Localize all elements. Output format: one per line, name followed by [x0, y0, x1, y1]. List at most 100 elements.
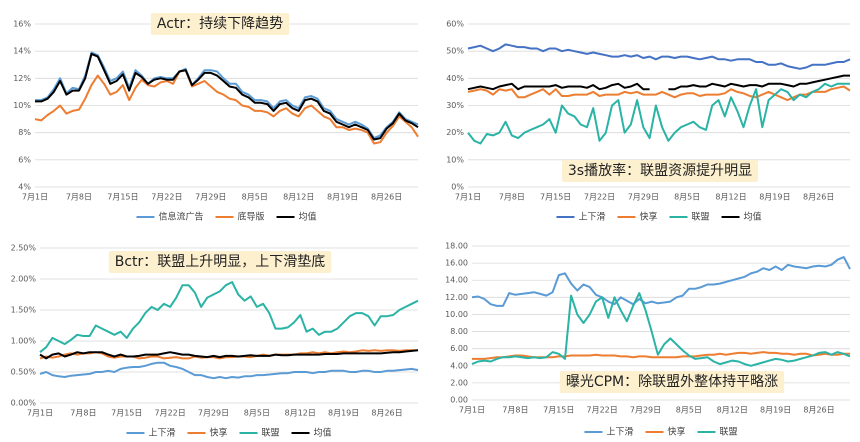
- y-tick-label: 1.50%: [11, 306, 37, 315]
- x-tick-label: 8月12日: [285, 409, 316, 418]
- chart-title: 曝光CPM：除联盟外整体持平略涨: [566, 374, 778, 390]
- x-tick-label: 8月5日: [242, 193, 268, 202]
- legend-label: 均值: [744, 211, 762, 223]
- y-tick-label: 16.00: [445, 259, 468, 268]
- series-line: [39, 281, 419, 353]
- y-tick-label: 30%: [446, 101, 464, 110]
- series-line: [467, 43, 851, 70]
- x-tick-label: 8月12日: [283, 193, 314, 202]
- x-tick-label: 7月1日: [22, 193, 48, 202]
- x-tick-label: 7月22日: [586, 406, 617, 415]
- x-tick-label: 8月26日: [803, 406, 834, 415]
- x-tick-label: 8月26日: [371, 409, 402, 418]
- legend-label: 底导版: [237, 211, 264, 223]
- y-tick-label: 2.00: [450, 378, 468, 387]
- y-tick-label: 0%: [451, 183, 464, 192]
- chart-title: 3s播放率：联盟资源提升明显: [568, 162, 752, 179]
- y-tick-label: 18.00: [445, 242, 468, 251]
- x-tick-label: 7月8日: [66, 193, 92, 202]
- chart-title: Bctr：联盟上升明显，上下滑垫底: [115, 253, 326, 270]
- x-tick-label: 8月5日: [244, 409, 270, 418]
- x-tick-label: 8月5日: [674, 193, 700, 202]
- legend-label: 均值: [299, 211, 317, 223]
- x-tick-label: 7月15日: [111, 409, 142, 418]
- legend-label: 联盟: [262, 428, 280, 439]
- x-tick-label: 7月29日: [195, 193, 226, 202]
- x-tick-label: 7月1日: [455, 193, 481, 202]
- x-tick-label: 7月1日: [27, 409, 53, 418]
- y-tick-label: 8%: [18, 128, 31, 137]
- x-tick-label: 7月8日: [502, 406, 528, 415]
- y-tick-label: 60%: [446, 20, 464, 29]
- title-box: [108, 251, 332, 273]
- x-tick-label: 8月19日: [328, 409, 359, 418]
- x-tick-label: 8月19日: [759, 193, 790, 202]
- series-line: [467, 82, 850, 145]
- x-tick-label: 8月19日: [327, 193, 358, 202]
- y-tick-label: 6%: [18, 155, 31, 164]
- y-tick-label: 2.50%: [11, 244, 37, 253]
- x-tick-label: 7月15日: [543, 406, 574, 415]
- x-tick-label: 8月19日: [760, 406, 791, 415]
- x-tick-label: 7月15日: [107, 193, 138, 202]
- x-tick-label: 7月8日: [70, 409, 96, 418]
- y-tick-label: 50%: [446, 47, 464, 56]
- x-tick-label: 8月26日: [803, 193, 834, 202]
- x-tick-label: 7月29日: [628, 193, 659, 202]
- legend-label: 信息流广告: [158, 211, 203, 223]
- legend: 上下滑 快享 联盟: [584, 426, 738, 438]
- legend-label: 上下滑: [148, 428, 175, 439]
- x-tick-label: 7月1日: [459, 406, 485, 415]
- x-tick-label: 8月5日: [676, 406, 702, 415]
- y-tick-label: 40%: [446, 74, 464, 83]
- series-line: [467, 85, 851, 102]
- y-tick-label: 4%: [18, 183, 31, 192]
- x-tick-label: 7月8日: [499, 193, 525, 202]
- chart-title: Actr：持续下降趋势: [157, 15, 283, 32]
- series-line: [471, 256, 851, 307]
- legend-label: 快享: [639, 211, 657, 223]
- legend-label: 均值: [314, 427, 332, 439]
- x-tick-label: 7月15日: [540, 193, 571, 202]
- legend-label: 快享: [209, 427, 227, 439]
- legend-label: 上下滑: [578, 212, 605, 223]
- legend-label: 快享: [667, 426, 685, 438]
- x-tick-label: 7月29日: [630, 406, 661, 415]
- legend: 信息流广告 底导版 均值: [136, 211, 317, 223]
- y-tick-label: 1.00%: [11, 337, 37, 346]
- series-line: [34, 69, 419, 145]
- y-tick-label: 0.50%: [11, 368, 37, 377]
- y-tick-label: 6.00: [450, 344, 468, 353]
- x-tick-label: 8月26日: [371, 193, 402, 202]
- chart-panel: 0.00 2.00 4.00 6.00 8.00 10.00 12.00 14.00 16.00…: [445, 242, 851, 438]
- y-tick-label: 0.00%: [11, 399, 37, 408]
- x-tick-label: 7月22日: [151, 193, 182, 202]
- y-tick-label: 14.00: [445, 276, 468, 285]
- legend: 上下滑 快享 联盟 均值: [556, 211, 762, 223]
- series-line: [39, 349, 419, 360]
- series-line: [39, 361, 419, 380]
- y-tick-label: 10%: [446, 155, 464, 164]
- title-box: [559, 371, 785, 393]
- y-tick-label: 12%: [13, 74, 31, 83]
- x-tick-label: 7月22日: [584, 193, 615, 202]
- series-line: [39, 349, 418, 360]
- series-line: [35, 51, 419, 140]
- series-line: [467, 74, 850, 91]
- y-tick-label: 12.00: [445, 293, 468, 302]
- y-tick-label: 10.00: [445, 310, 468, 319]
- legend-label: 联盟: [692, 212, 710, 223]
- y-tick-label: 20%: [446, 128, 464, 137]
- x-tick-label: 8月12日: [715, 193, 746, 202]
- y-tick-label: 10%: [13, 101, 31, 110]
- legend-label: 上下滑: [606, 427, 633, 438]
- chart-panel: 0.00% 0.50% 1.00% 1.50% 2.00% 2.50% 7月1日 7月8日 7月…: [11, 244, 419, 439]
- y-tick-label: 8.00: [450, 327, 468, 336]
- title-box: [150, 13, 290, 35]
- y-tick-label: 0.00: [450, 396, 468, 405]
- series-line: [471, 292, 851, 367]
- x-tick-label: 8月12日: [717, 406, 748, 415]
- chart-panel: 0% 10% 20% 30% 40% 50% 60% 7月1日 7月8日 7月15日 7月22日 7月…: [446, 20, 851, 223]
- title-box: [561, 160, 759, 182]
